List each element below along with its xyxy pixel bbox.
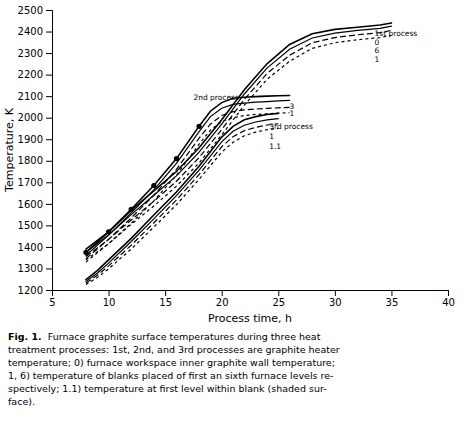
caption-line: temperature; 0) furnace workspace inner … — [8, 357, 335, 368]
annotation: 3rd process — [269, 122, 313, 131]
tick: 1400 — [18, 242, 52, 253]
tick-label: 40 — [442, 297, 455, 308]
tick-mark — [46, 53, 52, 54]
tick-mark — [46, 32, 52, 33]
tick-mark — [222, 290, 223, 296]
caption-label: Fig. 1. — [8, 331, 42, 342]
tick-mark — [448, 290, 449, 296]
tick-mark — [278, 290, 279, 296]
tick: 20 — [216, 290, 229, 308]
tick-mark — [165, 290, 166, 296]
tick-mark — [46, 96, 52, 97]
tick: 15 — [159, 290, 172, 308]
caption-line: face). — [8, 396, 35, 407]
tick-mark — [46, 118, 52, 119]
annotation: 2nd process — [193, 93, 239, 102]
marks — [83, 23, 391, 285]
tick-label: 5 — [49, 297, 55, 308]
tick: 25 — [272, 290, 285, 308]
tick: 40 — [442, 290, 455, 308]
line — [86, 23, 391, 249]
tick-label: 2100 — [18, 91, 43, 102]
tick: 1200 — [18, 285, 52, 296]
tick-mark — [46, 247, 52, 248]
tick-mark — [46, 139, 52, 140]
marker — [196, 124, 201, 129]
y-axis-title: Temperature, K — [3, 107, 16, 193]
tick: 2000 — [18, 112, 52, 123]
line — [86, 124, 278, 283]
tick-label: 35 — [386, 297, 399, 308]
tick-label: 1600 — [18, 199, 43, 210]
tick-label: 2000 — [18, 112, 43, 123]
tick: 1500 — [18, 220, 52, 231]
tick: 1300 — [18, 263, 52, 274]
tick-label: 1700 — [18, 177, 43, 188]
line — [86, 35, 391, 259]
tick-mark — [109, 290, 110, 296]
y-axis: 1200 1300 1400 1500 1600 1700 1800 1900 2000 2100… — [18, 5, 53, 296]
tick: 1600 — [18, 199, 52, 210]
axis-line — [53, 291, 449, 297]
annotation: 1.1 — [269, 142, 281, 151]
tick-mark — [335, 290, 336, 296]
tick-label: 25 — [272, 297, 285, 308]
plot: 5101520253035401200130014001500160017001… — [18, 5, 455, 308]
tick-label: 1300 — [18, 263, 43, 274]
caption-line: Fig. 1. Furnace graphite surface temperat… — [8, 331, 321, 342]
tick: 35 — [386, 290, 399, 308]
annotations: 1st process0612nd process313rd process11… — [193, 29, 417, 150]
caption-line: treatment processes: 1st, 2nd, and 3rd p… — [8, 344, 340, 355]
tick-label: 30 — [329, 297, 342, 308]
tick: 2500 — [18, 5, 52, 16]
tick-mark — [46, 204, 52, 205]
tick-label: 1800 — [18, 155, 43, 166]
tick-mark — [46, 182, 52, 183]
tick: 30 — [329, 290, 342, 308]
tick: 1900 — [18, 134, 52, 145]
tick-label: 1900 — [18, 134, 43, 145]
tick: 10 — [103, 290, 116, 308]
tick: 2300 — [18, 48, 52, 59]
tick-mark — [46, 290, 52, 291]
caption-line: spectively; 1.1) temperature at first le… — [8, 383, 327, 394]
tick-label: 2400 — [18, 26, 43, 37]
line — [86, 96, 290, 253]
tick-mark — [46, 10, 52, 11]
x-axis-title: Process time, h — [208, 312, 292, 325]
tick: 2200 — [18, 69, 52, 80]
tick-label: 2200 — [18, 69, 43, 80]
tick: 2100 — [18, 91, 52, 102]
caption: Fig. 1. Furnace graphite surface temperat… — [8, 331, 340, 407]
caption-text: Furnace graphite surface temperatures du… — [48, 331, 321, 342]
chart: 5101520253035401200130014001500160017001… — [0, 0, 463, 430]
tick-mark — [46, 225, 52, 226]
annotation: 1 — [374, 55, 379, 64]
annotation: 1st process — [374, 29, 417, 38]
line — [86, 113, 278, 279]
tick-label: 1500 — [18, 220, 43, 231]
annotation: 1 — [290, 109, 295, 118]
tick-label: 15 — [159, 297, 172, 308]
tick: 5 — [49, 290, 55, 308]
tick-label: 20 — [216, 297, 229, 308]
tick-mark — [391, 290, 392, 296]
tick-label: 2300 — [18, 48, 43, 59]
axis-line — [46, 11, 53, 291]
tick: 2400 — [18, 26, 52, 37]
tick-label: 10 — [103, 297, 116, 308]
line — [86, 128, 278, 284]
annotation: 1 — [269, 132, 274, 141]
tick: 1800 — [18, 155, 52, 166]
line — [86, 119, 278, 282]
caption-line: 1, 6) temperature of blanks placed of fi… — [8, 370, 334, 381]
x-axis: 5 10 15 20 25 30 35 40 — [49, 290, 455, 308]
tick-mark — [46, 268, 52, 269]
tick-label: 2500 — [18, 5, 43, 16]
tick-mark — [46, 161, 52, 162]
tick: 1700 — [18, 177, 52, 188]
tick-mark — [46, 75, 52, 76]
tick-label: 1200 — [18, 285, 43, 296]
tick-label: 1400 — [18, 242, 43, 253]
